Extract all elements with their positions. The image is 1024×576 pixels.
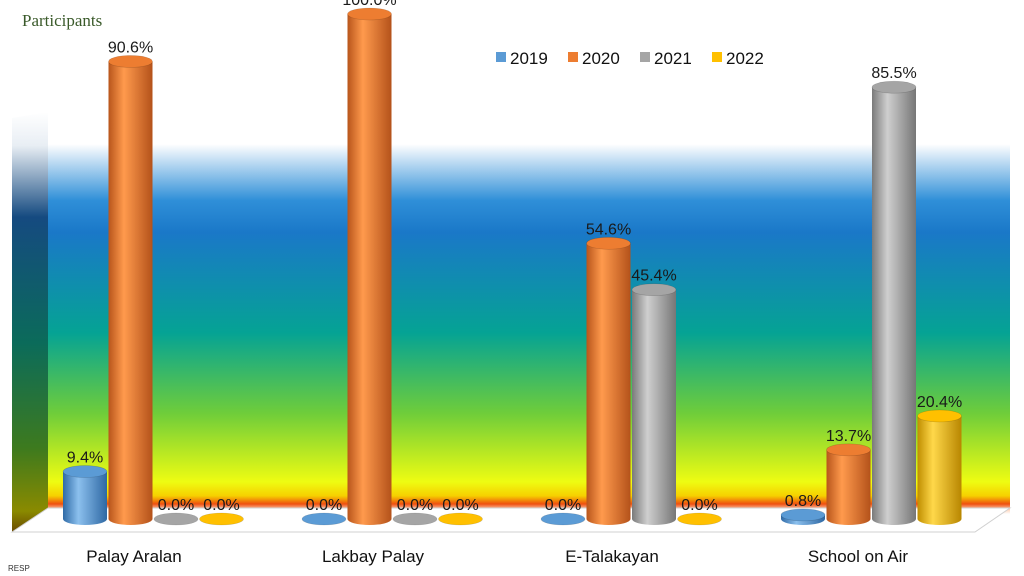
bar-body-e-talakayan-2021 [632, 289, 676, 525]
legend: 2019 2020 2021 2022 [496, 49, 764, 68]
bar-palay-aralan-2020 [108, 55, 153, 525]
bar-e-talakayan-2021 [631, 283, 677, 525]
bar-cap-lakbay-palay-2022 [438, 512, 483, 526]
bar-lakbay-palay-2021 [392, 512, 438, 526]
legend-label-2020: 2020 [582, 49, 620, 68]
bar-body-lakbay-palay-2020 [347, 14, 392, 525]
legend-item-2021: 2021 [640, 49, 692, 68]
bar-lakbay-palay-2020 [347, 7, 392, 525]
bar-body-e-talakayan-2020 [586, 243, 631, 525]
bar-school-on-air-2019 [780, 508, 826, 525]
bar-school-on-air-2021 [871, 80, 917, 525]
category-label-school-on-air: School on Air [808, 547, 909, 566]
bar-lakbay-palay-2019 [301, 512, 347, 526]
legend-label-2021: 2021 [654, 49, 692, 68]
data-label-lakbay-palay-2020: 100.0% [342, 0, 396, 9]
legend-swatch-2020 [568, 52, 578, 62]
bar-e-talakayan-2022 [677, 512, 722, 526]
bar-palay-aralan-2021 [153, 512, 199, 526]
chart-title: Participants [22, 11, 102, 30]
legend-label-2022: 2022 [726, 49, 764, 68]
data-label-school-on-air-2019: 0.8% [785, 493, 821, 510]
bar-body-school-on-air-2021 [872, 87, 916, 525]
legend-item-2020: 2020 [568, 49, 620, 68]
data-label-palay-aralan-2022: 0.0% [203, 497, 239, 514]
bar-cap-lakbay-palay-2021 [392, 512, 438, 526]
category-axis: Palay Aralan Lakbay Palay E-Talakayan Sc… [86, 547, 908, 566]
bar-body-palay-aralan-2020 [108, 61, 153, 525]
bar-cap-palay-aralan-2022 [199, 512, 244, 526]
legend-swatch-2019 [496, 52, 506, 62]
bar-school-on-air-2022 [917, 409, 962, 525]
data-label-palay-aralan-2020: 90.6% [108, 39, 153, 56]
category-label-palay-aralan: Palay Aralan [86, 547, 181, 566]
data-label-palay-aralan-2021: 0.0% [158, 497, 194, 514]
bar-body-school-on-air-2020 [826, 449, 871, 525]
bar-palay-aralan-2022 [199, 512, 244, 526]
floor [10, 507, 1012, 533]
bar-body-school-on-air-2022 [917, 415, 962, 525]
data-label-e-talakayan-2020: 54.6% [586, 221, 631, 238]
bar-cap-e-talakayan-2020 [586, 236, 631, 250]
bar-cap-palay-aralan-2020 [108, 55, 153, 68]
bar-cap-school-on-air-2022 [917, 409, 962, 423]
footer-text: RESP [8, 564, 30, 573]
legend-swatch-2021 [640, 52, 650, 62]
category-label-e-talakayan: E-Talakayan [565, 547, 659, 566]
bar-cap-school-on-air-2020 [826, 443, 871, 457]
bar-cap-lakbay-palay-2020 [347, 7, 392, 21]
legend-item-2019: 2019 [496, 49, 548, 68]
bar-cap-school-on-air-2019 [780, 508, 826, 522]
legend-swatch-2022 [712, 52, 722, 62]
bar-cap-lakbay-palay-2019 [301, 512, 347, 526]
bar-e-talakayan-2020 [586, 236, 631, 525]
data-label-school-on-air-2020: 13.7% [826, 428, 871, 445]
category-label-lakbay-palay: Lakbay Palay [322, 547, 425, 566]
bar-cap-e-talakayan-2022 [677, 512, 722, 526]
data-label-lakbay-palay-2022: 0.0% [442, 497, 478, 514]
bar-cap-palay-aralan-2019 [62, 465, 108, 478]
bar-cap-e-talakayan-2021 [631, 283, 677, 297]
bar-palay-aralan-2019 [62, 465, 108, 525]
data-label-e-talakayan-2022: 0.0% [681, 497, 717, 514]
legend-item-2022: 2022 [712, 49, 764, 68]
data-label-e-talakayan-2019: 0.0% [545, 497, 581, 514]
bar-e-talakayan-2019 [540, 512, 586, 526]
data-label-e-talakayan-2021: 45.4% [631, 268, 676, 285]
bar-cap-palay-aralan-2021 [153, 512, 199, 526]
data-label-lakbay-palay-2019: 0.0% [306, 497, 342, 514]
data-label-school-on-air-2022: 20.4% [917, 394, 962, 411]
bars-layer [62, 7, 962, 526]
data-labels-layer: 9.4% 90.6% 0.0% 0.0% 0.0% 100.0% 0.0% 0.0% 0.0% 5… [67, 0, 962, 514]
data-label-lakbay-palay-2021: 0.0% [397, 497, 433, 514]
data-label-school-on-air-2021: 85.5% [871, 65, 916, 82]
bar-cap-school-on-air-2021 [871, 80, 917, 94]
data-label-palay-aralan-2019: 9.4% [67, 450, 103, 467]
bar-body-palay-aralan-2019 [63, 471, 107, 525]
bar-cap-e-talakayan-2019 [540, 512, 586, 526]
bar-school-on-air-2020 [826, 443, 871, 525]
bar-lakbay-palay-2022 [438, 512, 483, 526]
legend-label-2019: 2019 [510, 49, 548, 68]
side-wall [12, 112, 48, 532]
